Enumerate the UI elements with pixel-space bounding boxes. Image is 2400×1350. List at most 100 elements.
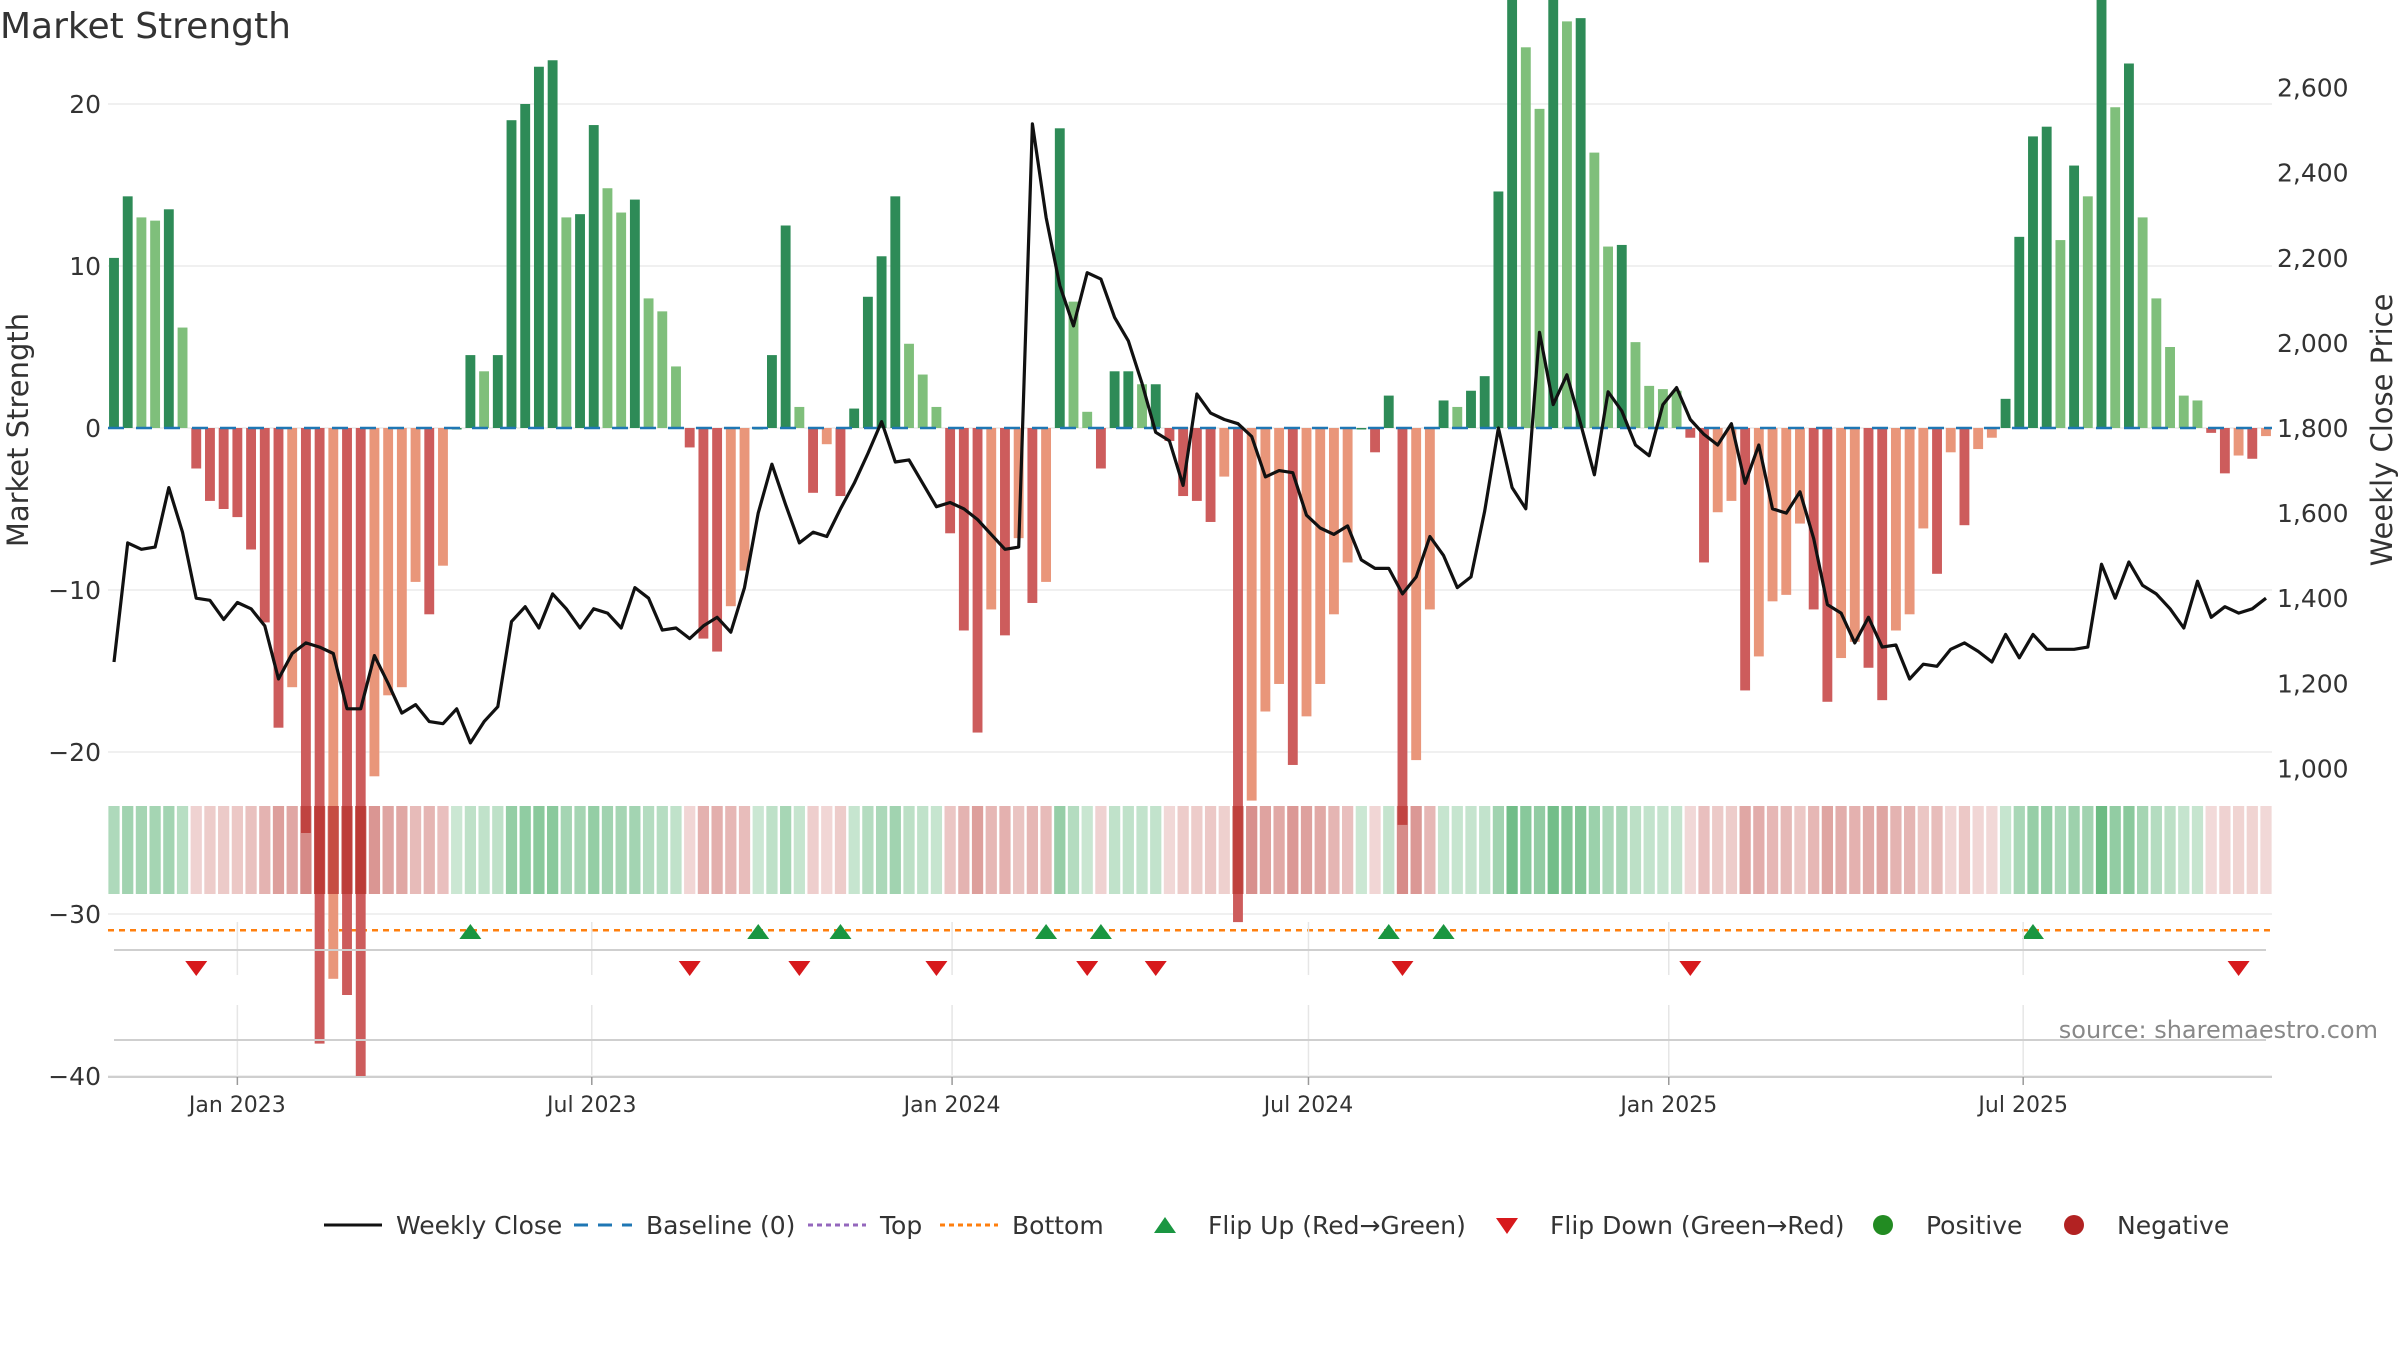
line-dashed-icon bbox=[574, 1223, 632, 1227]
strength-bar bbox=[904, 343, 914, 428]
heat-cell bbox=[1972, 806, 1984, 894]
strength-bar bbox=[1191, 428, 1202, 501]
heat-cell bbox=[478, 806, 490, 894]
heat-cell bbox=[1232, 806, 1244, 894]
strength-bar bbox=[1699, 428, 1709, 563]
strength-bar bbox=[1411, 428, 1422, 761]
heat-cell bbox=[355, 806, 367, 894]
heat-cell bbox=[793, 806, 805, 894]
strength-bar bbox=[794, 406, 805, 428]
heat-cell bbox=[1136, 806, 1148, 894]
left-tick-label: −10 bbox=[48, 576, 101, 605]
heat-cell bbox=[2232, 806, 2245, 894]
date-tick-label: Jul 2023 bbox=[545, 1093, 637, 1118]
legend-item: Positive bbox=[1852, 1205, 2022, 1245]
strength-bar bbox=[602, 188, 613, 428]
left-axis-title: Market Strength bbox=[1, 313, 35, 547]
heat-cell bbox=[1670, 806, 1683, 894]
heat-cell bbox=[396, 806, 408, 894]
strength-bar bbox=[739, 428, 750, 571]
heat-cell bbox=[1355, 806, 1367, 894]
flip-down-marker bbox=[1076, 961, 1099, 976]
heat-cell bbox=[1218, 806, 1230, 894]
strength-bar bbox=[1959, 428, 1970, 526]
heat-cell bbox=[1533, 806, 1546, 894]
heat-cell bbox=[697, 806, 710, 894]
heat-cell bbox=[368, 806, 381, 894]
strength-bar bbox=[1178, 428, 1189, 497]
right-tick-label: 2,600 bbox=[2277, 74, 2349, 103]
right-tick-label: 1,800 bbox=[2277, 414, 2349, 443]
strength-bar bbox=[1438, 400, 1449, 428]
heat-cell bbox=[108, 806, 120, 894]
heat-cell bbox=[1492, 806, 1505, 894]
heat-cell bbox=[1849, 806, 1861, 894]
strength-bar bbox=[1630, 342, 1641, 428]
strength-heat-strip bbox=[108, 806, 2272, 894]
legend-label: Negative bbox=[2117, 1210, 2230, 1240]
strength-bar bbox=[2123, 63, 2134, 428]
strength-bar bbox=[958, 428, 969, 631]
heat-cell bbox=[2178, 806, 2190, 894]
left-tick-label: 0 bbox=[85, 414, 101, 443]
strength-bar bbox=[122, 196, 133, 428]
strength-bar bbox=[1767, 428, 1778, 602]
strength-bar bbox=[383, 428, 394, 696]
heat-cell bbox=[930, 806, 943, 894]
legend: Weekly Close Baseline (0) Top Bottom Flip Up… bbox=[0, 1205, 2400, 1245]
strength-bar bbox=[163, 209, 174, 428]
heat-cell bbox=[1246, 806, 1258, 894]
strength-bar bbox=[1904, 428, 1915, 615]
heat-cell bbox=[1369, 806, 1381, 894]
strength-bar bbox=[1493, 191, 1504, 428]
strength-bar bbox=[712, 428, 723, 652]
strength-bar bbox=[1589, 152, 1600, 428]
heat-cell bbox=[1108, 806, 1121, 894]
heat-cell bbox=[656, 806, 668, 894]
strength-bar bbox=[616, 212, 627, 428]
flip-down-marker bbox=[788, 961, 811, 976]
strength-bar bbox=[1095, 428, 1106, 469]
heat-cell bbox=[1629, 806, 1642, 894]
heat-cell bbox=[1917, 806, 1929, 894]
heat-cell bbox=[1026, 806, 1038, 894]
heat-cell bbox=[1547, 806, 1559, 894]
right-axis-title: Weekly Close Price bbox=[2365, 294, 2399, 567]
flip-down-marker bbox=[185, 961, 208, 976]
heat-cell bbox=[2027, 806, 2039, 894]
right-tick-label: 1,600 bbox=[2277, 499, 2349, 528]
strength-bar bbox=[424, 428, 435, 615]
heat-cell bbox=[2164, 806, 2176, 894]
strength-bar bbox=[1534, 108, 1545, 429]
circle-red-icon bbox=[2064, 1215, 2084, 1235]
strength-bar bbox=[575, 214, 585, 428]
triangle-up-icon bbox=[1154, 1217, 1176, 1233]
heat-cell bbox=[1177, 806, 1189, 894]
strength-bar bbox=[657, 311, 668, 428]
strength-bar bbox=[246, 428, 257, 550]
heat-cell bbox=[1876, 806, 1888, 894]
strength-bar bbox=[1507, 0, 1518, 428]
heat-cell bbox=[1588, 806, 1600, 894]
heat-cell bbox=[1259, 806, 1272, 894]
strength-bar bbox=[342, 428, 352, 995]
strength-bar bbox=[1356, 428, 1367, 430]
heat-cell bbox=[1095, 806, 1107, 894]
heat-cell bbox=[1040, 806, 1052, 894]
strength-bar bbox=[2165, 347, 2175, 428]
heat-cell bbox=[1081, 806, 1093, 894]
strength-bar bbox=[1123, 371, 1134, 428]
heat-cell bbox=[464, 806, 477, 894]
strength-bar bbox=[931, 406, 942, 428]
legend-label: Flip Up (Red→Green) bbox=[1208, 1210, 1466, 1240]
heat-cell bbox=[2109, 806, 2121, 894]
right-axis-ticks: 2,600 2,400 2,200 2,000 1,800 1,600 1,400 1,200… bbox=[2277, 74, 2349, 784]
heat-cell bbox=[1862, 806, 1875, 894]
heat-cell bbox=[2068, 806, 2080, 894]
strength-bar bbox=[1822, 428, 1833, 702]
strength-bar bbox=[671, 366, 681, 428]
flip-up-marker bbox=[1432, 924, 1455, 939]
strength-bar bbox=[1013, 428, 1024, 539]
strength-bar bbox=[205, 428, 215, 501]
strength-bar bbox=[1726, 428, 1737, 501]
